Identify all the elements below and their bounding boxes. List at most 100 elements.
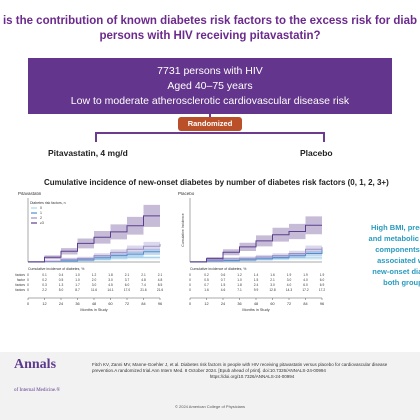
chart-subtitle: Cumulative incidence of new-onset diabet… [44, 178, 389, 187]
copyright: © 2024 American College of Physicians [174, 404, 246, 409]
panel-title: Placebo [178, 192, 195, 196]
table-cell: 0 [189, 288, 191, 292]
ci-band-series-3 [190, 216, 322, 262]
table-cell: 7.1 [237, 288, 242, 292]
table-cell: 1.2 [92, 273, 97, 277]
table-cell: 6.0 [125, 283, 130, 287]
x-tick-label: 0 [189, 302, 191, 306]
table-cell: 0 [189, 283, 191, 287]
table-cell: 21.6 [157, 288, 163, 292]
table-cell: 0.5 [59, 278, 64, 282]
table-cell: 1.9 [287, 273, 292, 277]
banner-line-3: Low to moderate atherosclerotic cardiova… [70, 95, 350, 107]
table-cell: 2.4 [254, 283, 259, 287]
table-row-label: factor [17, 278, 26, 282]
x-tick-label: 0 [27, 302, 29, 306]
title-line-1: is the contribution of known diabetes ri… [2, 15, 418, 27]
logo-word: Annals [14, 357, 57, 372]
title-line-2: persons with HIV receiving pitavastatin? [99, 30, 321, 42]
table-cell: 3.0 [108, 278, 113, 282]
annals-logo: Annals [14, 358, 68, 372]
chart-panel-placebo: Placebo Cumulative Incidence Cumulative in… [178, 192, 325, 312]
table-cell: 14.3 [286, 288, 292, 292]
table-cell: 1.5 [221, 283, 226, 287]
table-cell: 0 [27, 283, 29, 287]
logo-reg-mark: ® [56, 388, 61, 393]
table-cell: 2.1 [141, 273, 146, 277]
table-cell: 0.2 [42, 278, 47, 282]
series-line-3 [28, 215, 160, 263]
citation-link[interactable]: https://doi.org/10.7326/ANNALS-24-00994 [209, 374, 295, 379]
table-cell: 0 [189, 278, 191, 282]
banner-line-1: 7731 persons with HIV [157, 65, 263, 77]
table-cell: 1.8 [237, 283, 242, 287]
table-cell: 8.5 [158, 283, 163, 287]
x-tick-label: 60 [108, 302, 112, 306]
table-cell: 6.0 [320, 278, 325, 282]
table-cell: 2.1 [270, 278, 275, 282]
x-tick-label: 48 [254, 302, 258, 306]
table-cell: 0 [27, 273, 29, 277]
table-cell: 0 [189, 273, 191, 277]
side-line-2: and metabolic syndr [368, 234, 420, 243]
table-cell: 3.7 [125, 278, 130, 282]
citation: Fitch KV, Zanni MV, Manne-Goehler J, et … [92, 362, 412, 380]
legend-title: Diabetes risk factors, n [30, 201, 66, 205]
table-cell: 0.2 [204, 273, 209, 277]
table-cell: 0.3 [42, 283, 47, 287]
table-cell: 4.6 [221, 288, 226, 292]
connector-left [95, 132, 97, 142]
legend-label-3: ≥3 [40, 221, 44, 225]
table-cell: 0.7 [204, 283, 209, 287]
table-cell: 2.1 [125, 273, 130, 277]
x-tick-label: 60 [270, 302, 274, 306]
table-cell: 5.0 [59, 288, 64, 292]
table-cell: 4.8 [141, 278, 146, 282]
table-cell: 12.8 [269, 288, 275, 292]
series-line-2 [190, 247, 323, 263]
table-cell: 0.4 [59, 273, 64, 277]
series-line-2 [28, 243, 161, 263]
table-cell: 1.4 [254, 273, 259, 277]
x-tick-label: 48 [92, 302, 96, 306]
table-cell: 1.3 [59, 283, 64, 287]
side-line-3: components wer [375, 245, 420, 254]
table-cell: 14.1 [107, 288, 113, 292]
table-cell: 0.6 [221, 273, 226, 277]
table-cell: 3.0 [270, 283, 275, 287]
legend-label-1: 1 [40, 211, 42, 215]
x-tick-label: 36 [237, 302, 241, 306]
table-cell: 1.9 [320, 273, 325, 277]
table-cell: 1.8 [108, 273, 113, 277]
connector-horizontal [95, 132, 325, 134]
arm-label-placebo: Placebo [300, 148, 333, 158]
table-cell: 21.6 [140, 288, 146, 292]
table-cell: 0.7 [221, 278, 226, 282]
table-title: Cumulative incidence of diabetes, % [190, 267, 246, 271]
randomized-badge: Randomized [178, 117, 242, 131]
series-line-3 [190, 224, 322, 263]
x-tick-label: 96 [158, 302, 162, 306]
x-axis-label: Months in Study [80, 308, 107, 312]
footer [0, 352, 420, 420]
table-row-label: factors [15, 273, 25, 277]
x-tick-label: 84 [141, 302, 145, 306]
table-cell: 6.0 [303, 283, 308, 287]
table-cell: 9.9 [254, 288, 259, 292]
table-cell: 1.2 [237, 273, 242, 277]
table-title: Cumulative incidence of diabetes, % [28, 267, 84, 271]
legend-label-2: 2 [40, 216, 42, 220]
table-cell: 2.2 [42, 288, 47, 292]
x-tick-label: 24 [59, 302, 63, 306]
table-cell: 8.7 [75, 288, 80, 292]
table-cell: 1.6 [204, 288, 209, 292]
table-cell: 2.0 [92, 278, 97, 282]
table-cell: 11.6 [91, 288, 97, 292]
table-cell: 0.5 [204, 278, 209, 282]
x-tick-label: 72 [287, 302, 291, 306]
table-cell: 7.4 [141, 283, 146, 287]
x-tick-label: 12 [42, 302, 46, 306]
table-cell: 0 [27, 278, 29, 282]
